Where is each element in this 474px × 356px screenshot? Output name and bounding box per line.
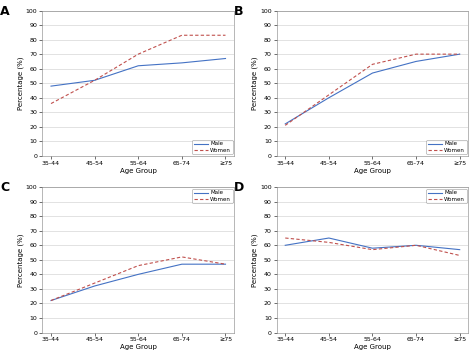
Male (370, 246, 375, 250)
Male (370, 71, 375, 75)
Women (179, 33, 185, 37)
X-axis label: Age Group: Age Group (120, 345, 157, 350)
Y-axis label: Percentage (%): Percentage (%) (251, 233, 258, 287)
Y-axis label: Percentage (%): Percentage (%) (17, 57, 24, 110)
Women (283, 123, 288, 127)
Line: Male: Male (51, 264, 226, 300)
Legend: Male, Women: Male, Women (427, 140, 467, 154)
Male (413, 59, 419, 64)
Women (457, 52, 463, 56)
Women (413, 52, 419, 56)
Male (92, 78, 98, 83)
Women (48, 298, 54, 303)
Women (223, 262, 228, 266)
Male (326, 236, 332, 240)
Women (48, 101, 54, 106)
Women (92, 78, 98, 83)
Women (326, 240, 332, 245)
Line: Male: Male (51, 58, 226, 86)
Male (48, 298, 54, 303)
Line: Women: Women (285, 54, 460, 125)
Women (370, 62, 375, 67)
Male (326, 96, 332, 100)
Legend: Male, Women: Male, Women (427, 189, 467, 203)
Women (326, 93, 332, 97)
Male (223, 262, 228, 266)
Legend: Male, Women: Male, Women (192, 189, 233, 203)
Line: Women: Women (51, 35, 226, 104)
Women (370, 247, 375, 252)
Male (179, 61, 185, 65)
Male (457, 247, 463, 252)
Male (136, 64, 141, 68)
Male (223, 56, 228, 61)
Male (48, 84, 54, 88)
Male (92, 284, 98, 288)
Male (283, 122, 288, 126)
Women (136, 52, 141, 56)
Text: A: A (0, 5, 9, 18)
Male (179, 262, 185, 266)
X-axis label: Age Group: Age Group (120, 168, 157, 174)
Legend: Male, Women: Male, Women (192, 140, 233, 154)
Male (457, 52, 463, 56)
Women (283, 236, 288, 240)
X-axis label: Age Group: Age Group (354, 345, 391, 350)
Line: Male: Male (285, 238, 460, 250)
Male (136, 272, 141, 277)
Women (179, 255, 185, 259)
Text: C: C (0, 181, 9, 194)
Text: D: D (234, 181, 245, 194)
Line: Women: Women (51, 257, 226, 300)
Y-axis label: Percentage (%): Percentage (%) (251, 57, 258, 110)
Y-axis label: Percentage (%): Percentage (%) (17, 233, 24, 287)
X-axis label: Age Group: Age Group (354, 168, 391, 174)
Women (413, 243, 419, 247)
Line: Women: Women (285, 238, 460, 256)
Women (136, 263, 141, 268)
Women (457, 253, 463, 258)
Text: B: B (234, 5, 244, 18)
Women (92, 281, 98, 285)
Women (223, 33, 228, 37)
Male (413, 243, 419, 247)
Male (283, 243, 288, 247)
Line: Male: Male (285, 54, 460, 124)
